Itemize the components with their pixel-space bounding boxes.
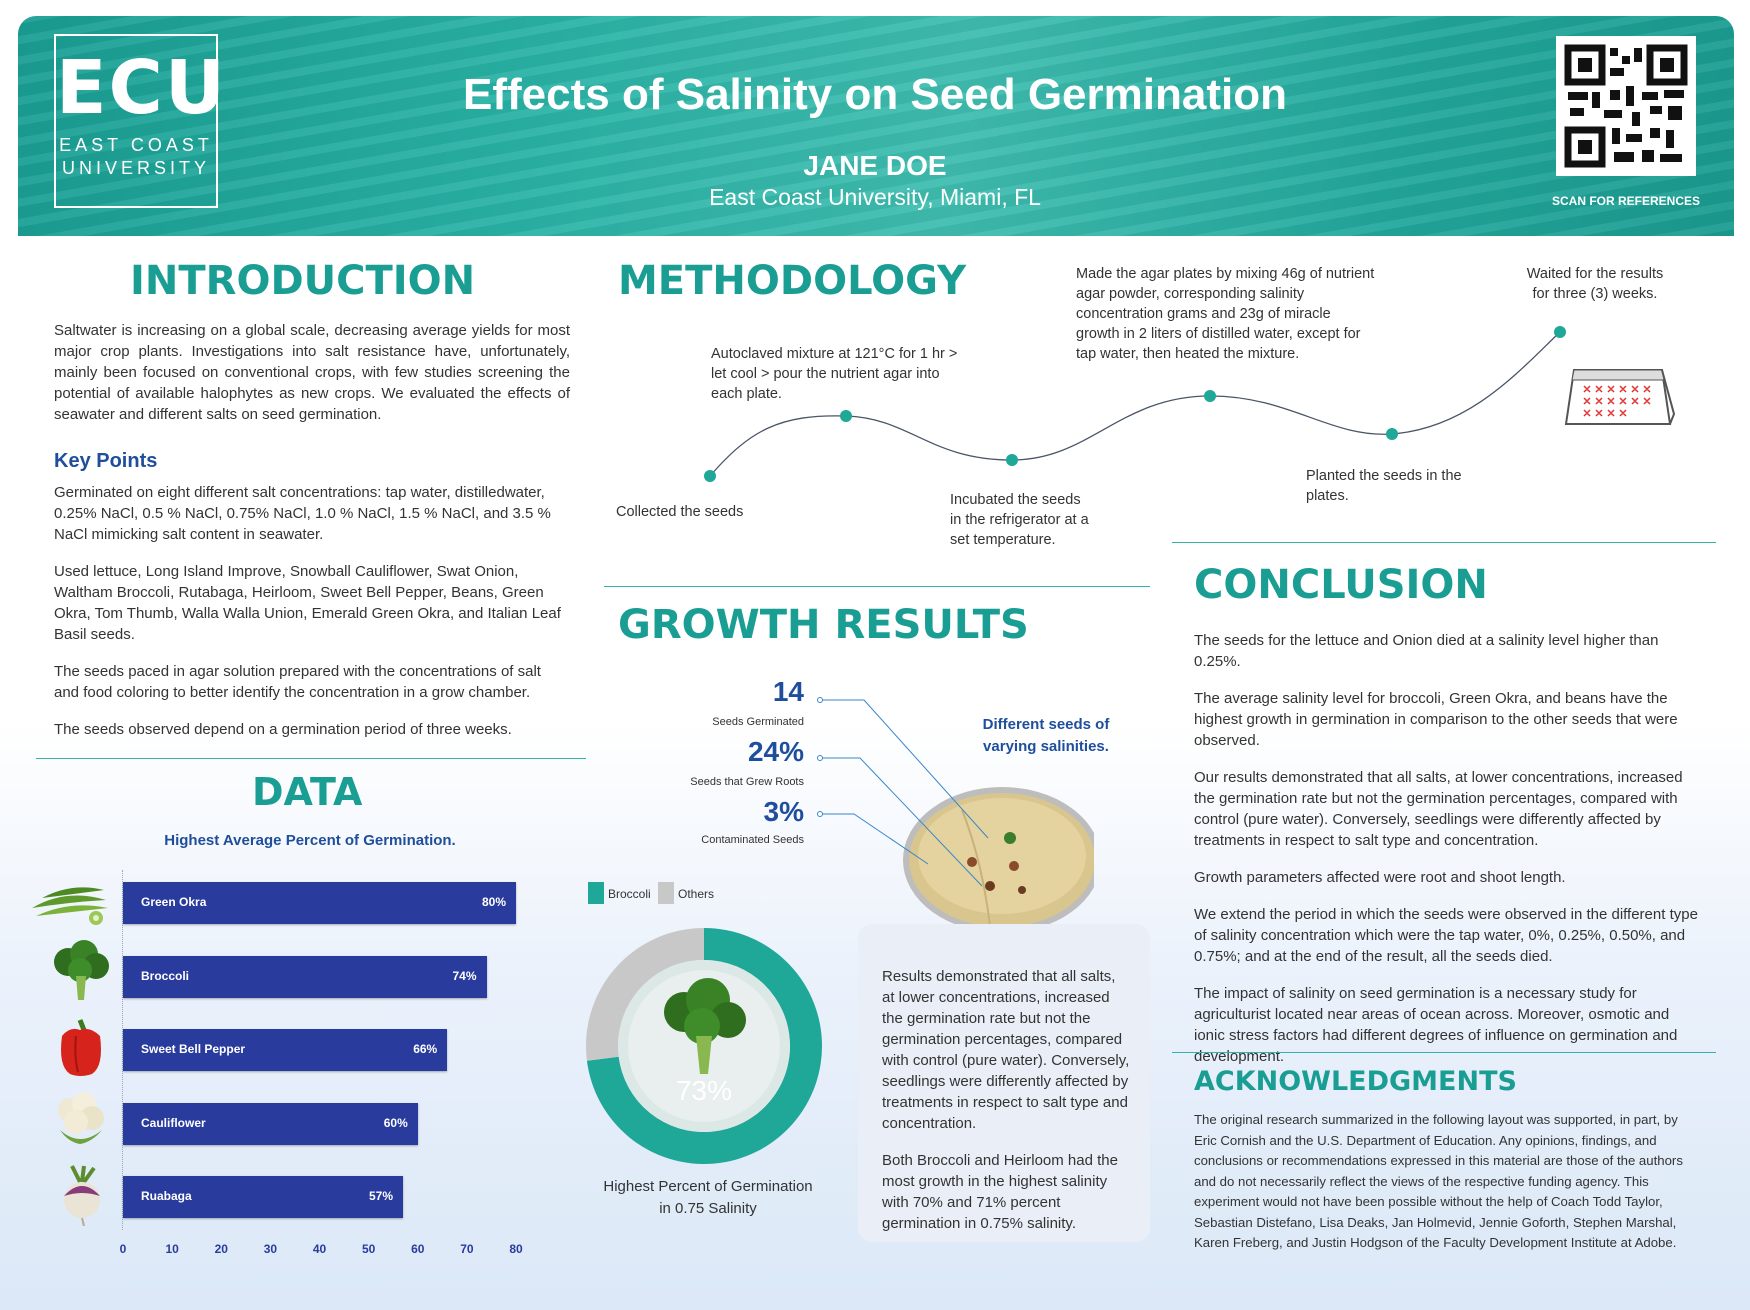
bar-sweet-bell-pepper: Sweet Bell Pepper 66%	[123, 1029, 448, 1071]
bar-value-label: 60%	[383, 1115, 408, 1130]
x-tick-label: 80	[509, 1242, 523, 1256]
bar-value-label: 66%	[413, 1042, 438, 1056]
x-tick-label: 70	[460, 1242, 474, 1256]
method-step-2: Autoclaved mixture at 121°C for 1 hr > l…	[711, 346, 958, 402]
legend-label: Others	[678, 887, 715, 901]
qr-label: SCAN FOR REFERENCES	[1551, 194, 1700, 208]
bar-value-label: 74%	[452, 968, 477, 983]
broccoli-icon	[54, 940, 109, 1000]
bar-label: Broccoli	[141, 968, 190, 983]
calendar-icon	[1564, 369, 1676, 425]
method-step-6: Waited for the results for three (3) wee…	[1526, 266, 1664, 302]
donut-caption: Highest Percent of Germination in 0.75 S…	[603, 1178, 813, 1217]
key-point: The seeds observed depend on a germinati…	[54, 721, 512, 738]
legend-swatch-broccoli	[588, 882, 604, 904]
introduction-heading: INTRODUCTION	[130, 258, 476, 304]
qr-code-icon[interactable]	[1556, 36, 1696, 176]
acknowledgments-heading: ACKNOWLEDGMENTS	[1194, 1066, 1517, 1097]
methodology-heading: METHODOLOGY	[618, 258, 967, 304]
donut-chart: 73%	[586, 928, 822, 1164]
section-divider	[36, 758, 586, 759]
section-divider	[1172, 542, 1716, 543]
key-point: The seeds paced in agar solution prepare…	[54, 663, 541, 701]
conclusion-paragraph: We extend the period in which the seeds …	[1194, 906, 1698, 965]
affiliation: East Coast University, Miami, FL	[709, 184, 1041, 210]
conclusion-text: The seeds for the lettuce and Onion died…	[1194, 630, 1704, 1083]
stat-label: Seeds that Grew Roots	[690, 776, 804, 788]
university-logo: ECU EAST COAST UNIVERSITY	[54, 34, 227, 208]
broccoli-illustration-icon	[664, 978, 746, 1074]
bar-broccoli: Broccoli 74%	[123, 955, 487, 998]
method-step-1: Collected the seeds	[616, 504, 744, 520]
logo-line1: EAST COAST	[59, 135, 213, 155]
method-step-5: Planted the seeds in the plates.	[1306, 468, 1462, 504]
growth-results-heading: GROWTH RESULTS	[618, 602, 1029, 648]
x-tick-label: 0	[119, 1242, 127, 1256]
bar-label: Sweet Bell Pepper	[141, 1042, 246, 1056]
cauliflower-icon	[58, 1092, 104, 1144]
results-text: Results demonstrated that all salts, at …	[882, 966, 1132, 1250]
method-step-3: Incubated the seeds in the refrigerator …	[950, 492, 1089, 548]
conclusion-heading: CONCLUSION	[1194, 562, 1488, 608]
results-card	[858, 924, 1150, 1242]
conclusion-paragraph: Our results demonstrated that all salts,…	[1194, 769, 1683, 849]
logo-mark: ECU	[56, 45, 227, 131]
bar-value-label: 57%	[368, 1189, 393, 1203]
legend-swatch-others	[658, 882, 674, 904]
x-tick-label: 30	[263, 1242, 278, 1256]
donut-center-label: 73%	[676, 1075, 732, 1106]
methodology-timeline	[704, 326, 1566, 482]
x-tick-label: 40	[312, 1242, 327, 1256]
conclusion-paragraph: The impact of salinity on seed germinati…	[1194, 985, 1678, 1065]
key-points-list: Germinated on eight different salt conce…	[54, 482, 570, 756]
bar-label: Ruabaga	[141, 1189, 192, 1203]
section-divider	[1172, 1052, 1716, 1053]
bar-ruabaga: Ruabaga 57%	[123, 1176, 403, 1218]
x-tick-label: 60	[411, 1242, 425, 1256]
stat-value: 24%	[747, 736, 804, 767]
key-point: Used lettuce, Long Island Improve, Snowb…	[54, 563, 561, 643]
stat-value: 14	[772, 676, 804, 707]
key-point: Germinated on eight different salt conce…	[54, 484, 551, 543]
x-tick-label: 50	[361, 1242, 376, 1256]
bell-pepper-icon	[61, 1019, 101, 1076]
rutabaga-icon	[64, 1165, 100, 1226]
bar-value-label: 80%	[481, 895, 506, 909]
chart-axis-line	[122, 870, 124, 1230]
results-paragraph: Results demonstrated that all salts, at …	[882, 968, 1130, 1132]
acknowledgments-text: The original research summarized in the …	[1194, 1112, 1683, 1250]
introduction-text: Saltwater is increasing on a global scal…	[54, 322, 570, 423]
conclusion-paragraph: The average salinity level for broccoli,…	[1194, 690, 1678, 749]
conclusion-paragraph: Growth parameters affected were root and…	[1194, 869, 1566, 886]
stat-label: Contaminated Seeds	[701, 834, 804, 846]
data-heading: DATA	[252, 770, 363, 814]
key-points-heading: Key Points	[54, 450, 158, 472]
x-tick-label: 20	[214, 1242, 228, 1256]
bar-green-okra: Green Okra 80%	[123, 882, 516, 924]
bar-cauliflower: Cauliflower 60%	[123, 1102, 418, 1145]
legend-label: Broccoli	[608, 887, 651, 901]
results-paragraph: Both Broccoli and Heirloom had the most …	[882, 1152, 1118, 1232]
bar-label: Cauliflower	[141, 1115, 206, 1130]
photo-caption: Different seeds of varying salinities.	[982, 716, 1110, 755]
bar-label: Green Okra	[141, 895, 207, 909]
okra-icon	[32, 887, 108, 925]
header-banner	[18, 16, 1734, 236]
method-step-4: Made the agar plates by mixing 46g of nu…	[1076, 266, 1375, 362]
stat-value: 3%	[763, 796, 804, 827]
x-tick-label: 10	[165, 1242, 179, 1256]
logo-line2: UNIVERSITY	[61, 158, 211, 178]
poster-title: Effects of Salinity on Seed Germination	[463, 70, 1287, 119]
chart-title: Highest Average Percent of Germination.	[164, 832, 456, 849]
stat-label: Seeds Germinated	[712, 716, 804, 728]
section-divider	[604, 586, 1150, 587]
conclusion-paragraph: The seeds for the lettuce and Onion died…	[1194, 632, 1659, 670]
donut-slice-others	[586, 928, 704, 1061]
author-name: JANE DOE	[803, 150, 947, 181]
